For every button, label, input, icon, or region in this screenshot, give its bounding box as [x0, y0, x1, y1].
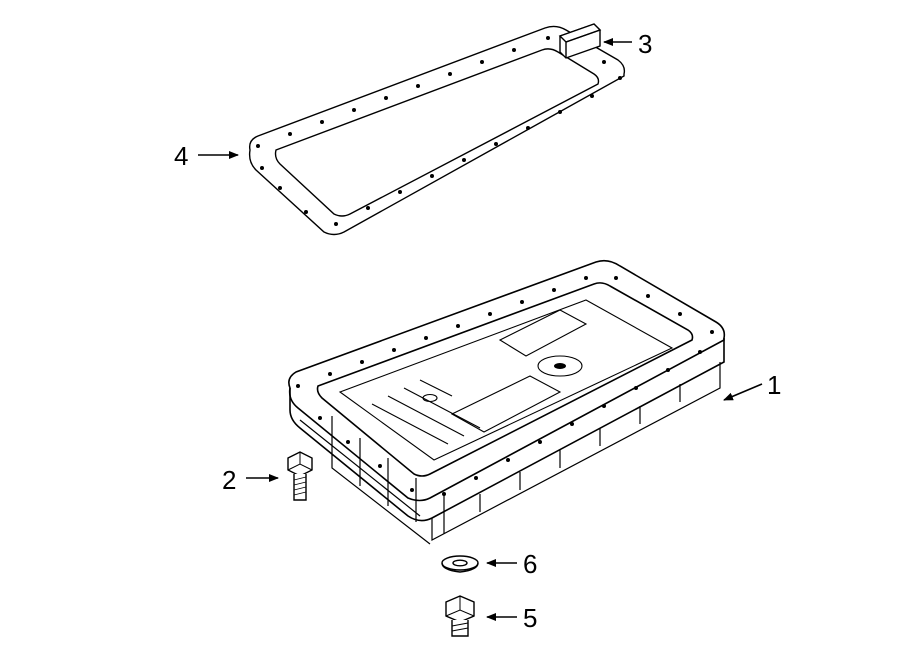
label-5: 5 — [523, 605, 537, 631]
parts-diagram-svg — [0, 0, 900, 661]
label-4: 4 — [174, 143, 188, 169]
label-2: 2 — [222, 467, 236, 493]
label-1: 1 — [767, 372, 781, 398]
part-magnet — [560, 24, 600, 58]
part-bolt-2 — [288, 452, 312, 500]
part-drain-plug-5 — [446, 596, 474, 636]
label-3: 3 — [638, 31, 652, 57]
diagram-stage: 1 2 3 4 5 6 — [0, 0, 900, 661]
part-washer-6 — [442, 556, 478, 572]
label-6: 6 — [523, 551, 537, 577]
part-oil-pan — [289, 261, 724, 544]
arrow-1 — [724, 384, 762, 400]
